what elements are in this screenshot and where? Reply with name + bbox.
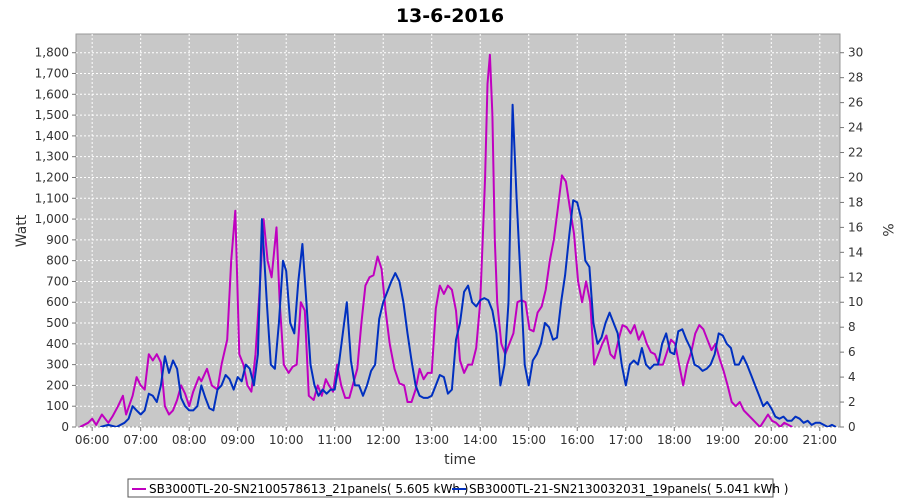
y-axis-label: Watt	[14, 214, 30, 247]
y2-tick-label: 22	[848, 146, 863, 160]
legend-label-series-2: SB3000TL-21-SN2130032031_19panels( 5.041…	[469, 482, 788, 496]
x-tick-label: 21:00	[802, 433, 837, 447]
x-tick-label: 12:00	[366, 433, 401, 447]
x-tick-label: 19:00	[705, 433, 740, 447]
x-tick-label: 17:00	[608, 433, 643, 447]
y2-tick-label: 14	[848, 245, 863, 259]
x-tick-label: 13:00	[414, 433, 449, 447]
grid-lines	[76, 34, 840, 428]
y-tick-label: 1,800	[35, 46, 69, 60]
y-tick-label: 800	[46, 254, 69, 268]
x-tick-label: 20:00	[754, 433, 789, 447]
y-tick-label: 1,300	[35, 150, 69, 164]
y-tick-label: 300	[46, 358, 69, 372]
y-tick-label: 1,000	[35, 212, 69, 226]
y2-tick-label: 16	[848, 220, 863, 234]
y2-tick-label: 8	[848, 320, 856, 334]
y-tick-label: 1,100	[35, 191, 69, 205]
x-tick-label: 07:00	[123, 433, 158, 447]
series-line-2	[100, 103, 837, 427]
x-axis-ticks: 06:00 07:00 08:00 09:00 10:00 11:00 12:00 13:00…	[75, 427, 837, 447]
y-tick-label: 1,200	[35, 170, 69, 184]
y2-tick-label: 26	[848, 96, 863, 110]
y2-tick-label: 20	[848, 170, 863, 184]
legend: SB3000TL-20-SN2100578613_21panels( 5.605…	[127, 478, 788, 498]
y2-tick-label: 2	[848, 395, 856, 409]
y2-axis-label: %	[879, 223, 895, 236]
x-tick-label: 06:00	[75, 433, 110, 447]
y2-tick-label: 6	[848, 345, 856, 359]
y-tick-label: 700	[46, 274, 69, 288]
y-tick-label: 1,600	[35, 87, 69, 101]
y-tick-label: 1,400	[35, 129, 69, 143]
y-tick-label: 100	[46, 399, 69, 413]
y-tick-label: 1,700	[35, 67, 69, 81]
y-tick-label: 600	[46, 295, 69, 309]
x-tick-label: 09:00	[220, 433, 255, 447]
y2-tick-label: 4	[848, 370, 856, 384]
y-tick-label: 200	[46, 378, 69, 392]
y2-tick-label: 18	[848, 195, 863, 209]
y-tick-label: 500	[46, 316, 69, 330]
series-layer	[79, 53, 837, 427]
x-tick-label: 15:00	[511, 433, 546, 447]
x-tick-label: 18:00	[657, 433, 692, 447]
y2-tick-label: 30	[848, 46, 863, 60]
y-axis-ticks: 0 100 200 300 400 500 600 700 800 900 1,000 1,100 1,…	[35, 46, 76, 434]
y-tick-label: 1,500	[35, 108, 69, 122]
chart-title: 13-6-2016	[396, 5, 504, 27]
x-tick-label: 08:00	[172, 433, 207, 447]
y-tick-label: 0	[61, 420, 69, 434]
legend-label-series-1: SB3000TL-20-SN2100578613_21panels( 5.605…	[149, 482, 468, 496]
series-line-1	[79, 53, 793, 427]
y2-tick-label: 0	[848, 420, 856, 434]
y2-tick-label: 10	[848, 295, 863, 309]
y2-tick-label: 12	[848, 270, 863, 284]
x-axis-label: time	[444, 452, 476, 468]
plot-area	[75, 33, 841, 428]
y-tick-label: 900	[46, 233, 69, 247]
x-tick-label: 11:00	[317, 433, 352, 447]
x-tick-label: 16:00	[560, 433, 595, 447]
y-tick-label: 400	[46, 337, 69, 351]
y2-tick-label: 24	[848, 121, 863, 135]
y2-tick-label: 28	[848, 71, 863, 85]
x-tick-label: 10:00	[269, 433, 304, 447]
x-tick-label: 14:00	[463, 433, 498, 447]
legend-box	[127, 478, 774, 498]
